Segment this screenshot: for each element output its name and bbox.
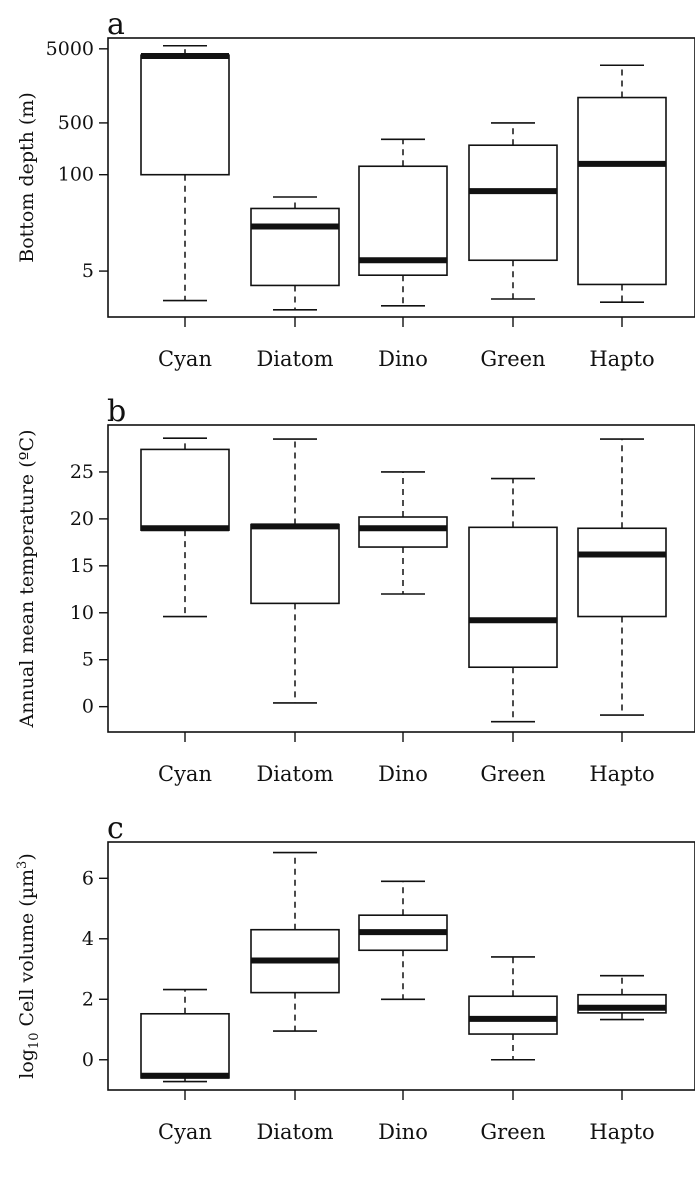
iqr-box [359, 517, 447, 547]
panel-c: c 0 2 4 6 log10 Cell volume (µm3) Cyan Diatom Di… [15, 811, 695, 1144]
panel-a: a 5 100 500 5000 Bottom depth (m) Cyan Diatom Di… [16, 7, 695, 371]
iqr-box [251, 525, 339, 604]
x-category-label: Green [480, 1120, 545, 1144]
box-green [469, 957, 557, 1060]
panel-label: c [107, 811, 124, 846]
iqr-box [578, 528, 666, 616]
iqr-box [469, 145, 557, 260]
y-tick-label: 5000 [46, 38, 94, 60]
x-category-label: Hapto [589, 762, 654, 786]
y-axis-title: Annual mean temperature (ºC) [16, 430, 38, 729]
y-axis-title-part: Cell volume (µm [16, 869, 38, 1033]
y-tick-label: 10 [70, 602, 94, 624]
y-axis-title: log10 Cell volume (µm3) [15, 853, 42, 1079]
y-tick-label: 25 [70, 461, 94, 483]
x-category-label: Cyan [158, 1120, 212, 1144]
box-hapto [578, 976, 666, 1020]
box-diatom [251, 439, 339, 703]
x-category-label: Dino [378, 1120, 428, 1144]
x-category-label: Hapto [589, 347, 654, 371]
x-category-label: Cyan [158, 762, 212, 786]
y-axis-title-part: log [16, 1049, 38, 1079]
x-category-label: Diatom [256, 1120, 333, 1144]
iqr-box [251, 208, 339, 285]
y-tick-label: 5 [82, 649, 94, 671]
y-tick-label: 15 [70, 555, 94, 577]
x-category-label: Hapto [589, 1120, 654, 1144]
y-tick-label: 6 [82, 867, 94, 889]
panel-label: a [107, 7, 125, 42]
iqr-box [141, 55, 229, 174]
box-dino [359, 881, 447, 999]
y-axis-title-part: 10 [27, 1033, 42, 1050]
y-axis-title-part: ) [16, 853, 38, 860]
box-dino [359, 139, 447, 305]
box-green [469, 479, 557, 722]
iqr-box [469, 996, 557, 1034]
box-cyan [141, 438, 229, 616]
y-axis-title-part: 3 [15, 861, 30, 869]
iqr-box [141, 449, 229, 530]
y-tick-label: 0 [82, 696, 94, 718]
y-tick-label: 100 [58, 164, 94, 186]
box-diatom [251, 853, 339, 1031]
x-category-label: Diatom [256, 762, 333, 786]
box-cyan [141, 990, 229, 1082]
panel-b: b 0 5 10 15 20 25 Annual mean temperature (ºC) C… [16, 394, 695, 786]
box-dino [359, 472, 447, 594]
iqr-box [469, 527, 557, 667]
box-diatom [251, 197, 339, 310]
x-category-label: Green [480, 347, 545, 371]
iqr-box [141, 1014, 229, 1078]
box-hapto [578, 65, 666, 302]
y-tick-label: 500 [58, 112, 94, 134]
x-category-label: Green [480, 762, 545, 786]
y-tick-label: 4 [82, 928, 94, 950]
iqr-box [578, 98, 666, 285]
x-category-label: Diatom [256, 347, 333, 371]
y-tick-label: 20 [70, 508, 94, 530]
box-green [469, 123, 557, 299]
box-hapto [578, 439, 666, 715]
panel-label: b [107, 394, 126, 429]
y-tick-label: 2 [82, 988, 94, 1010]
y-axis-title: Bottom depth (m) [16, 92, 38, 263]
y-tick-label: 0 [82, 1049, 94, 1071]
x-category-label: Cyan [158, 347, 212, 371]
y-tick-label: 5 [82, 260, 94, 282]
box-cyan [141, 46, 229, 301]
x-category-label: Dino [378, 347, 428, 371]
x-category-label: Dino [378, 762, 428, 786]
